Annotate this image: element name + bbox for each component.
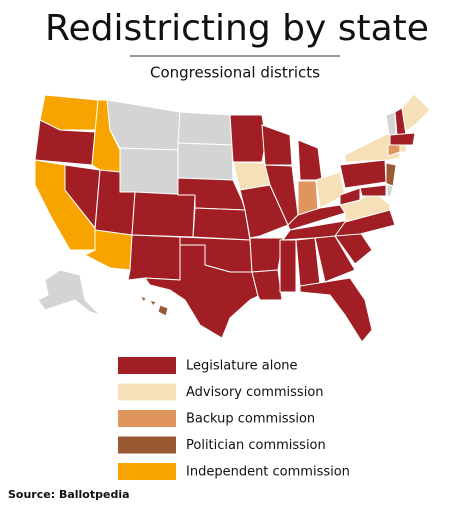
legend-label: Politician commission (186, 438, 326, 453)
state (385, 162, 397, 188)
state (127, 234, 181, 281)
state (279, 239, 297, 293)
state (359, 184, 387, 197)
state (149, 299, 157, 307)
state (261, 124, 293, 166)
state (157, 304, 169, 317)
state (339, 187, 361, 206)
state (344, 129, 401, 163)
us-map (34, 93, 431, 343)
state (339, 159, 387, 189)
title: Redistricting by state (45, 8, 429, 49)
legend-label: Advisory commission (186, 385, 324, 400)
state (37, 269, 101, 316)
state (144, 244, 259, 339)
state (389, 132, 416, 146)
state (192, 207, 251, 241)
legend-swatch (118, 436, 176, 454)
state (177, 111, 233, 146)
legend-label: Backup commission (186, 412, 315, 427)
legend-label: Legislature alone (186, 359, 298, 374)
state (119, 147, 179, 196)
state (385, 111, 397, 136)
state (139, 295, 147, 303)
source: Source: Ballotpedia (8, 488, 130, 501)
state (251, 269, 283, 301)
state (401, 93, 431, 132)
subtitle: Congressional districts (150, 64, 320, 82)
state (386, 183, 394, 197)
legend-swatch (118, 463, 176, 480)
legend: Legislature alone Advisory commission Back… (118, 357, 350, 480)
legend-swatch (118, 383, 176, 401)
state (39, 94, 99, 131)
legend-label: Independent commission (186, 465, 350, 480)
state (229, 114, 267, 163)
legend-swatch (118, 357, 176, 374)
state (314, 235, 356, 283)
legend-swatch (118, 410, 176, 427)
state (399, 144, 407, 153)
state (249, 237, 284, 273)
state (131, 191, 196, 238)
state (177, 142, 234, 181)
state (297, 139, 323, 181)
state (299, 277, 373, 343)
state (106, 99, 181, 151)
